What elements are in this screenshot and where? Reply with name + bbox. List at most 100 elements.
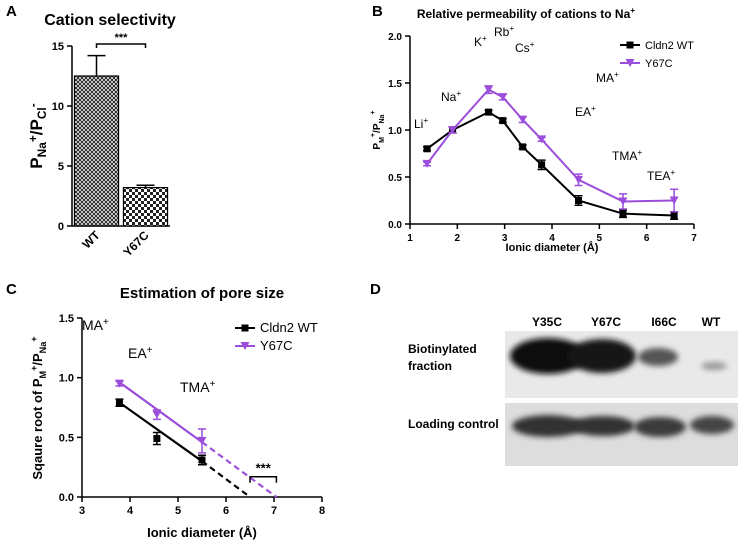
y-axis-label-part: + — [370, 133, 377, 137]
legend-label: Cldn2 WT — [260, 320, 318, 335]
lane-label: I66C — [651, 315, 677, 329]
marker — [198, 456, 206, 464]
y-axis-label-part: Na — [35, 142, 49, 158]
annotation: TMA+ — [180, 379, 216, 395]
panel-label: B — [372, 3, 383, 20]
annotation: Li+ — [414, 115, 428, 131]
significance: *** — [256, 461, 272, 476]
error-bar — [87, 54, 106, 76]
marker — [575, 197, 583, 204]
marker — [574, 175, 584, 184]
chart-title: Estimation of pore size — [120, 285, 284, 302]
annotation: TEA+ — [647, 167, 675, 183]
y-tick-label: 2.0 — [388, 32, 402, 43]
y-axis-label-part: P — [372, 143, 383, 150]
x-tick-label: 6 — [223, 505, 229, 517]
annotation-part: EA — [575, 105, 591, 119]
y-axis-label-part: - — [26, 103, 40, 107]
y-axis-label: PNa+/PCl- — [26, 103, 49, 168]
panel-label: D — [370, 281, 381, 298]
annotation: MA+ — [596, 69, 619, 85]
blot: Y35C Y67C I66C WT Biotinylated fraction … — [408, 315, 738, 466]
marker — [484, 85, 494, 94]
annotation-part: TMA — [180, 379, 210, 395]
annotation-part: + — [670, 167, 675, 177]
y-tick-label: 0.0 — [59, 492, 74, 504]
band — [512, 415, 584, 437]
marker — [518, 115, 528, 124]
annotation-part: Na — [441, 90, 457, 104]
legend-label: Cldn2 WT — [645, 40, 694, 52]
series-line — [426, 88, 675, 203]
annotation-part: EA — [128, 345, 147, 361]
x-tick-label: 8 — [319, 505, 325, 517]
y-axis-label-part: + — [29, 366, 39, 371]
y-axis-label-part: M — [379, 137, 386, 143]
x-tick-label: 4 — [549, 233, 555, 244]
y-axis-label-part: Na — [379, 114, 386, 123]
significance-bracket — [249, 475, 278, 483]
annotation-part: + — [637, 147, 642, 157]
x-axis-label: Ionic diameter (Å) — [147, 525, 257, 540]
series-line — [426, 111, 675, 217]
y-tick-label: 0.0 — [388, 220, 402, 231]
y-tick-label: 1.0 — [59, 373, 74, 385]
y-tick-label: 5 — [58, 161, 64, 173]
band — [568, 339, 636, 373]
chart-title: Cation selectivity — [44, 12, 176, 29]
x-tick-label: Y67C — [120, 228, 151, 259]
x-tick-label: 6 — [644, 233, 650, 244]
y-tick-label: 10 — [52, 101, 64, 113]
annotation-part: + — [147, 345, 153, 356]
row-label: Loading control — [408, 417, 499, 431]
chart-title-part: Relative permeability of cations to Na — [417, 7, 631, 21]
lane-label: WT — [702, 315, 721, 329]
marker — [499, 117, 507, 125]
marker — [485, 108, 493, 116]
y-axis-label-part: Sqaure root of P — [30, 378, 45, 479]
annotation-part: + — [614, 69, 619, 79]
annotation-part: + — [530, 39, 535, 49]
significance-bracket — [95, 43, 147, 48]
legend-marker — [240, 342, 250, 350]
panel-label: A — [6, 3, 17, 20]
y-axis-label-part: /P — [30, 353, 45, 366]
annotation-part: + — [423, 115, 428, 125]
x-tick-label: 3 — [79, 505, 85, 517]
x-tick-label: 7 — [691, 233, 697, 244]
y-tick-label: 0.5 — [388, 173, 402, 184]
annotation-part: + — [103, 317, 109, 328]
annotation: K+ — [474, 33, 487, 49]
marker — [115, 399, 123, 407]
annotation-part: MA — [596, 71, 614, 85]
marker — [423, 145, 431, 153]
chart-title-part: Estimation of pore size — [120, 285, 284, 302]
bar — [73, 75, 120, 227]
annotation-part: + — [210, 379, 216, 390]
marker — [498, 93, 508, 102]
x-tick-label: 2 — [455, 233, 461, 244]
band — [690, 416, 734, 434]
annotation-part: Cs — [515, 41, 530, 55]
marker — [619, 210, 627, 218]
chart-title-part: + — [630, 5, 635, 15]
y-tick-label: 1.5 — [388, 79, 402, 90]
marker — [618, 197, 628, 206]
annotation-part: + — [482, 33, 487, 43]
x-tick-label: 3 — [502, 233, 508, 244]
x-tick-label: 7 — [271, 505, 277, 517]
x-tick-label: 1 — [407, 233, 413, 244]
y-axis-label: Sqaure root of PM+/PNa+ — [29, 336, 48, 479]
y-tick-label: 1.0 — [388, 126, 402, 137]
annotation-part: Li — [414, 117, 423, 131]
marker — [538, 161, 546, 169]
legend-label: Y67C — [260, 338, 293, 353]
y-axis-label-part: Cl — [35, 107, 49, 119]
annotation-part: + — [456, 88, 461, 98]
annotation-part: MA — [82, 317, 104, 333]
marker — [114, 379, 124, 388]
y-axis-label-part: P — [27, 157, 46, 168]
annotation-part: K — [474, 35, 482, 49]
x-tick-label: 5 — [175, 505, 181, 517]
lane-label: Y35C — [532, 315, 562, 329]
